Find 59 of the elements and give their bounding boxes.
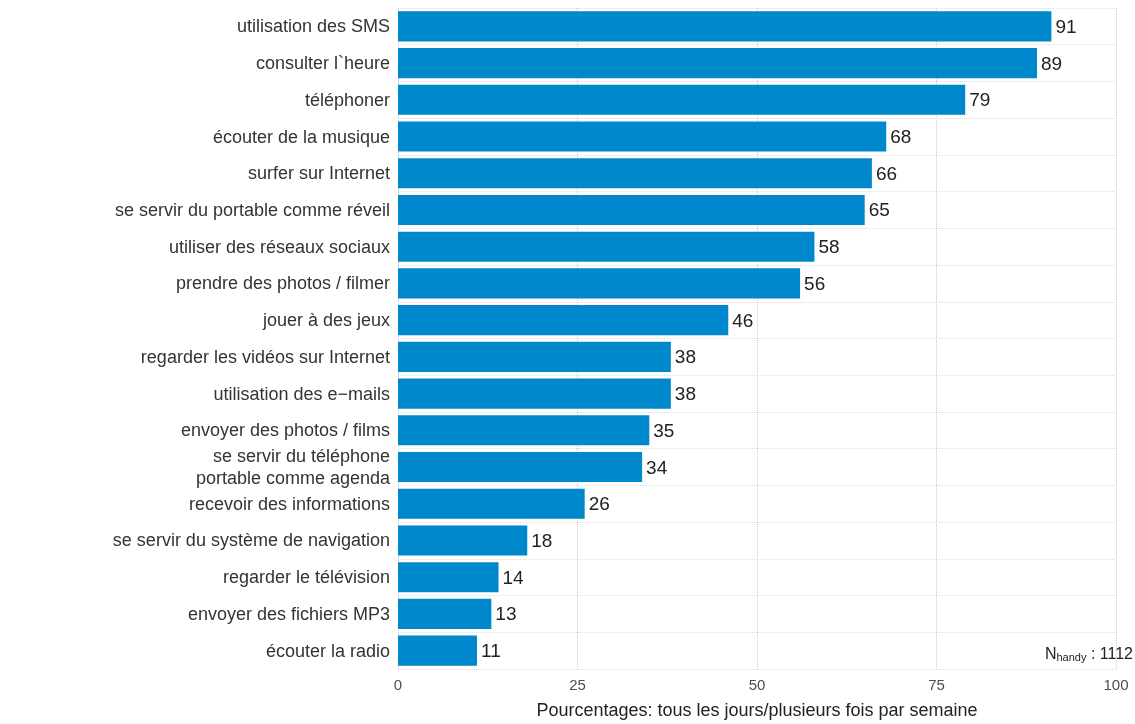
data-label: 11 xyxy=(480,640,501,662)
data-label: 79 xyxy=(969,89,991,111)
y-tick-label: utiliser des réseaux sociaux xyxy=(168,236,390,257)
x-tick-label: 25 xyxy=(569,676,586,693)
bar xyxy=(398,415,650,446)
bar xyxy=(398,121,887,152)
data-label: 34 xyxy=(646,456,668,478)
y-tick-label: surfer sur Internet xyxy=(247,163,390,184)
y-tick-label: prendre des photos / filmer xyxy=(175,273,390,294)
x-tick-label: 50 xyxy=(748,676,766,693)
data-label: 46 xyxy=(732,309,754,331)
bar xyxy=(398,562,499,593)
y-tick-label: regarder le télévision xyxy=(222,567,390,588)
y-tick-label: recevoir des informations xyxy=(188,493,390,514)
data-label: 58 xyxy=(818,236,840,258)
data-label: 38 xyxy=(674,383,696,405)
bar xyxy=(398,268,801,299)
y-tick-label: envoyer des photos / films xyxy=(180,420,390,441)
data-label: 14 xyxy=(502,566,525,588)
x-tick-label: 75 xyxy=(928,676,945,693)
y-tick-label: se servir du système de navigation xyxy=(112,530,390,551)
y-tick-label: utilisation des e−mails xyxy=(213,383,390,404)
data-label: 68 xyxy=(890,126,912,148)
bar xyxy=(398,635,477,666)
y-tick-label: se servir du portable comme réveil xyxy=(114,199,390,220)
x-tick-label: 0 xyxy=(393,676,403,693)
y-tick-label: écouter de la musique xyxy=(212,126,390,147)
data-label: 35 xyxy=(653,419,675,441)
bar xyxy=(398,305,729,336)
y-tick-label: consulter l`heure xyxy=(255,53,390,74)
data-label: 18 xyxy=(531,529,553,551)
data-label: 38 xyxy=(674,346,696,368)
data-label: 65 xyxy=(868,199,890,221)
bar xyxy=(398,84,966,115)
x-tick-label: 100 xyxy=(1103,676,1129,693)
y-tick-label: envoyer des fichiers MP3 xyxy=(187,603,390,624)
data-label: 91 xyxy=(1055,15,1077,37)
data-label: 56 xyxy=(804,272,826,294)
data-label: 89 xyxy=(1041,52,1063,74)
bar xyxy=(398,48,1038,79)
y-tick-label: téléphoner xyxy=(304,89,390,110)
bar xyxy=(398,598,492,629)
y-tick-label: regarder les vidéos sur Internet xyxy=(140,346,390,367)
bar xyxy=(398,11,1052,42)
bar xyxy=(398,194,865,226)
bar xyxy=(398,378,671,409)
bar xyxy=(398,451,643,483)
y-tick-label: jouer à des jeux xyxy=(261,310,390,331)
bar xyxy=(398,231,815,262)
data-label: 66 xyxy=(875,162,898,184)
bar xyxy=(398,488,585,519)
data-label: 13 xyxy=(495,603,517,625)
x-axis-title: Pourcentages: tous les jours/plusieurs fois par semaine xyxy=(536,700,978,720)
y-tick-label: utilisation des SMS xyxy=(236,16,390,37)
data-label: 26 xyxy=(588,493,610,515)
bar xyxy=(398,158,872,189)
bar xyxy=(398,525,528,556)
y-tick-label: écouter la radio xyxy=(265,640,390,661)
bar xyxy=(398,341,671,372)
